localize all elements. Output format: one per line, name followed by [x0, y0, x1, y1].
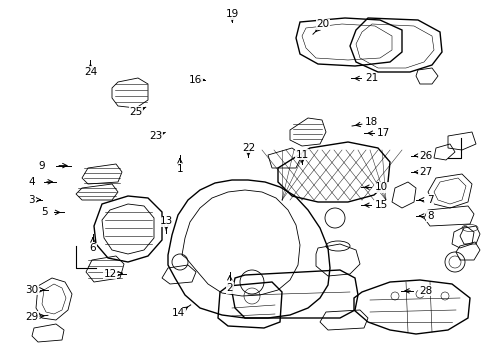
Text: 20: 20 — [316, 19, 328, 30]
Text: 27: 27 — [418, 167, 431, 177]
Text: 26: 26 — [418, 150, 431, 161]
Text: 8: 8 — [426, 211, 433, 221]
Text: 23: 23 — [148, 131, 162, 141]
Text: 22: 22 — [241, 143, 255, 153]
Text: 25: 25 — [129, 107, 142, 117]
Text: 14: 14 — [171, 308, 185, 318]
Text: 18: 18 — [364, 117, 378, 127]
Text: 12: 12 — [103, 269, 117, 279]
Text: 29: 29 — [25, 312, 39, 322]
Text: 21: 21 — [364, 73, 378, 84]
Text: 15: 15 — [374, 200, 387, 210]
Text: 9: 9 — [38, 161, 45, 171]
Text: 11: 11 — [295, 150, 308, 160]
Text: 17: 17 — [376, 128, 390, 138]
Text: 19: 19 — [225, 9, 239, 19]
Text: 7: 7 — [426, 195, 433, 205]
Text: 1: 1 — [176, 164, 183, 174]
Text: 2: 2 — [226, 283, 233, 293]
Text: 10: 10 — [374, 182, 387, 192]
Text: 5: 5 — [41, 207, 47, 217]
Text: 3: 3 — [28, 195, 35, 205]
Text: 30: 30 — [25, 285, 38, 295]
Text: 6: 6 — [89, 243, 96, 253]
Text: 16: 16 — [188, 75, 202, 85]
Text: 4: 4 — [28, 177, 35, 187]
Text: 28: 28 — [418, 286, 431, 296]
Text: 24: 24 — [83, 67, 97, 77]
Text: 13: 13 — [159, 216, 173, 226]
